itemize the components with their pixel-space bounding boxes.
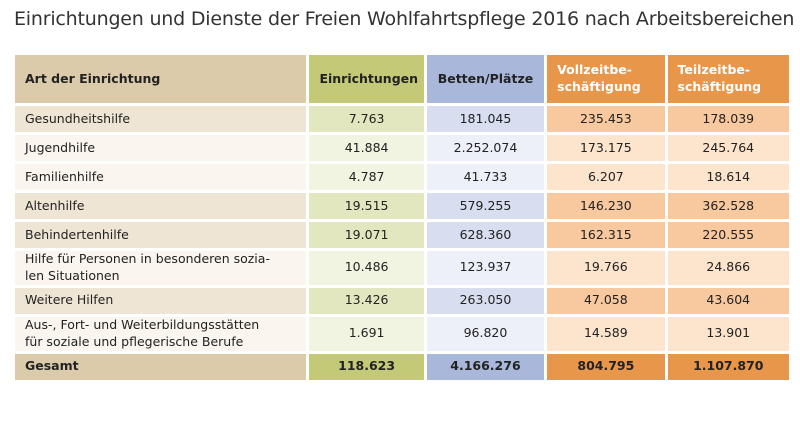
cell: 13.426: [309, 287, 424, 314]
row-label: Altenhilfe: [15, 193, 307, 219]
cell: 178.039: [667, 106, 789, 132]
row-label: Art der Einrichtung: [15, 55, 307, 103]
table-row: Behindertenhilfe 19.071 628.360 162.315 220.…: [15, 222, 789, 248]
cell: 41.733: [426, 164, 545, 190]
cell: 47.058: [547, 287, 665, 314]
cell: 118.623: [309, 353, 424, 380]
row-label: Hilfe für Personen in besonderen sozia- …: [15, 251, 307, 285]
cell: Teilzeitbe- schäftigung: [667, 55, 789, 103]
cell: 123.937: [426, 251, 545, 285]
cell: 2.252.074: [426, 135, 545, 161]
cell: Einrichtungen: [309, 55, 424, 103]
cell: 7.763: [309, 106, 424, 132]
cell: 162.315: [547, 222, 665, 248]
cell: 579.255: [426, 193, 545, 219]
cell: 24.866: [667, 251, 789, 285]
cell: 263.050: [426, 287, 545, 314]
cell: 43.604: [667, 287, 789, 314]
cell: 19.515: [309, 193, 424, 219]
row-label: Aus-, Fort- und Weiterbildungsstätten fü…: [15, 316, 307, 351]
cell: 362.528: [667, 193, 789, 219]
cell: 18.614: [667, 164, 789, 190]
table-row: Familienhilfe 4.787 41.733 6.207 18.614: [15, 164, 789, 190]
row-label: Familienhilfe: [15, 164, 307, 190]
cell: 1.691: [309, 316, 424, 351]
cell: 173.175: [547, 135, 665, 161]
row-label: Gesamt: [15, 353, 307, 380]
cell: 19.071: [309, 222, 424, 248]
row-label: Gesundheitshilfe: [15, 106, 307, 132]
cell: 181.045: [426, 106, 545, 132]
cell: 1.107.870: [667, 353, 789, 380]
cell: 19.766: [547, 251, 665, 285]
table-row: Aus-, Fort- und Weiterbildungsstätten fü…: [15, 316, 789, 351]
cell: 220.555: [667, 222, 789, 248]
row-label: Behindertenhilfe: [15, 222, 307, 248]
table-row: Jugendhilfe 41.884 2.252.074 173.175 245.764: [15, 135, 789, 161]
table: Art der Einrichtung Einrichtungen Betten/P…: [12, 52, 792, 383]
cell: 4.787: [309, 164, 424, 190]
cell: Vollzeitbe- schäftigung: [547, 55, 665, 103]
table-row: Gesundheitshilfe 7.763 181.045 235.453 178.0…: [15, 106, 789, 132]
cell: 628.360: [426, 222, 545, 248]
cell: Betten/Plätze: [426, 55, 545, 103]
cell: 10.486: [309, 251, 424, 285]
table-row: Altenhilfe 19.515 579.255 146.230 362.528: [15, 193, 789, 219]
cell: 13.901: [667, 316, 789, 351]
row-label: Weitere Hilfen: [15, 287, 307, 314]
title: Einrichtungen und Dienste der Freien Woh…: [14, 8, 795, 30]
header-row: Art der Einrichtung Einrichtungen Betten/P…: [15, 55, 789, 103]
cell: 245.764: [667, 135, 789, 161]
cell: 4.166.276: [426, 353, 545, 380]
cell: 146.230: [547, 193, 665, 219]
cell: 41.884: [309, 135, 424, 161]
cell: 96.820: [426, 316, 545, 351]
cell: 14.589: [547, 316, 665, 351]
table-row: Hilfe für Personen in besonderen sozia- …: [15, 251, 789, 285]
table-row: Weitere Hilfen 13.426 263.050 47.058 43.604: [15, 287, 789, 314]
total-row: Gesamt 118.623 4.166.276 804.795 1.107.870: [15, 353, 789, 380]
cell: 804.795: [547, 353, 665, 380]
row-label: Jugendhilfe: [15, 135, 307, 161]
cell: 235.453: [547, 106, 665, 132]
cell: 6.207: [547, 164, 665, 190]
